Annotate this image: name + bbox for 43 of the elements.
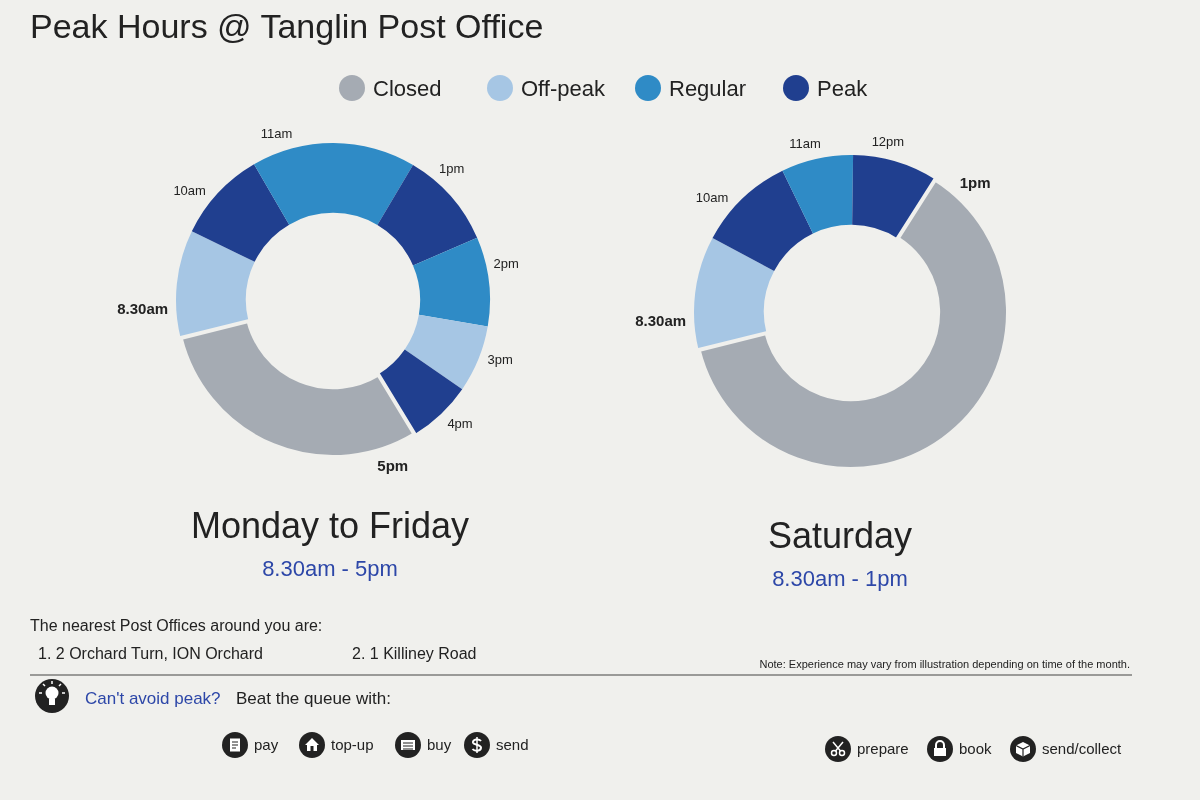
text: buy: [427, 736, 452, 753]
text: top-up: [331, 736, 374, 753]
slice-label: 12pm: [871, 134, 905, 150]
text: 8.30am - 1pm: [772, 566, 908, 591]
slice-label: 8.30am: [635, 311, 687, 329]
slice-label: 10am: [695, 189, 729, 205]
text: book: [959, 740, 993, 757]
category-label: Regular: [669, 76, 747, 101]
category-label: Peak: [817, 76, 869, 101]
text: Peak Hours @ Tanglin Post Office: [30, 7, 544, 45]
text: Monday to Friday: [190, 505, 470, 546]
slice-label: 8.30am: [117, 299, 169, 317]
donut-slice: [782, 155, 854, 234]
text: Note: Experience may vary from illustration depending on time of the month.: [759, 658, 1130, 670]
text: send/collect: [1042, 740, 1123, 757]
category-label: Off-peak: [521, 76, 606, 101]
slice-label: 3pm: [487, 352, 513, 368]
slice-label: 11am: [789, 135, 821, 151]
donut-slice: [694, 238, 775, 350]
text: send: [496, 736, 529, 753]
text: 1. 2 Orchard Turn, ION Orchard: [38, 645, 263, 662]
text: 2. 1 Killiney Road: [352, 645, 477, 662]
text: Can't avoid peak?: [85, 689, 221, 708]
donut-slice: [377, 164, 478, 266]
slice-label: 11am: [260, 125, 293, 141]
slice-label: 5pm: [377, 457, 409, 475]
text: 8.30am - 5pm: [262, 556, 398, 581]
text: Saturday: [767, 515, 913, 556]
donut-slice: [412, 237, 490, 327]
slice-label: 1pm: [959, 174, 991, 192]
slice-label: 1pm: [439, 161, 465, 177]
text: prepare: [857, 740, 909, 757]
donut-slice: [176, 231, 255, 338]
donut-slice: [254, 143, 414, 226]
slice-label: 2pm: [493, 255, 519, 271]
slice-label: 10am: [173, 182, 206, 198]
category-label: Closed: [373, 76, 442, 101]
donut-slice: [852, 155, 936, 239]
text: pay: [254, 736, 279, 753]
slice-label: 4pm: [447, 416, 473, 432]
donut-slice: [404, 314, 488, 390]
text: Beat the queue with:: [236, 689, 392, 708]
text: The nearest Post Offices around you are:: [30, 617, 323, 634]
